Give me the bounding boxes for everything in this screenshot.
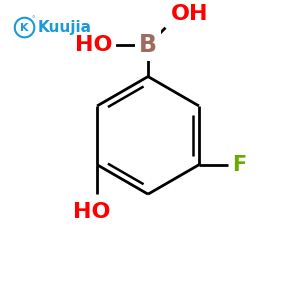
Text: HO: HO (74, 202, 111, 222)
Text: B: B (139, 33, 157, 57)
Text: F: F (232, 155, 247, 175)
Text: Kuujia: Kuujia (37, 20, 91, 35)
Text: K: K (20, 22, 29, 32)
Text: OH: OH (170, 4, 208, 24)
Text: HO: HO (75, 35, 113, 55)
Text: °: ° (32, 17, 35, 23)
